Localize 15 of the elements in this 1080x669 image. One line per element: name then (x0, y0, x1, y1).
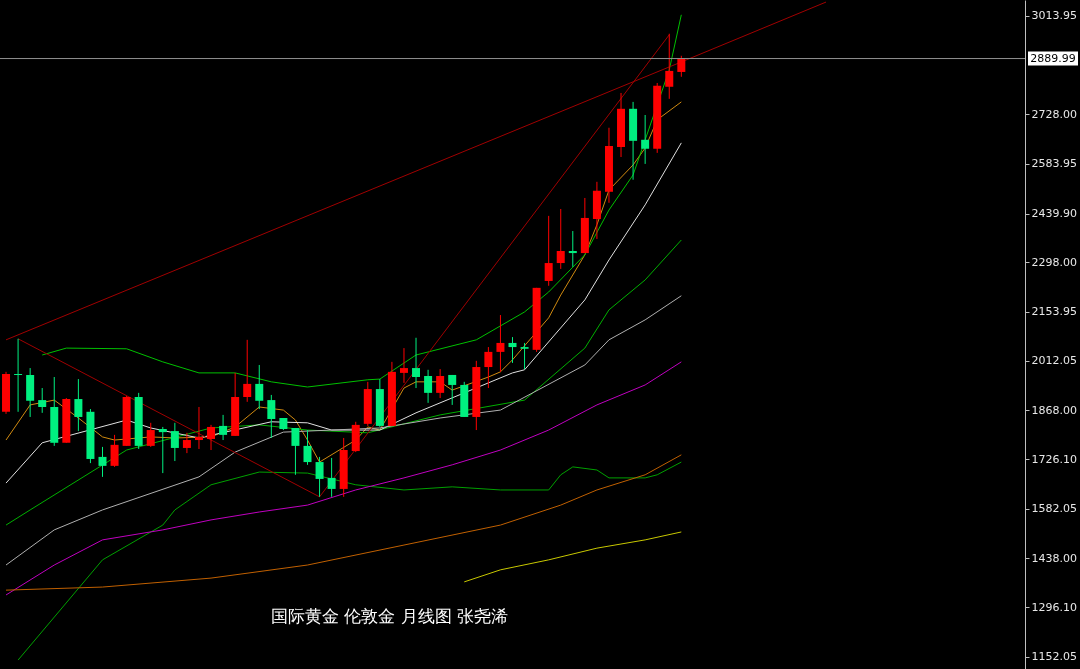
y-tick-label: 2153.95 (1031, 305, 1077, 319)
y-tick-label: 2583.95 (1031, 157, 1077, 171)
y-tick-label: 1868.00 (1031, 403, 1077, 417)
y-tick-label: 3013.95 (1031, 9, 1077, 23)
y-tick-label: 2298.00 (1031, 255, 1077, 269)
annotation: 国际黄金 伦敦金 月线图 张尧浠 (270, 606, 509, 626)
y-tick-label: 2728.00 (1031, 107, 1077, 121)
y-tick-label: 1296.10 (1031, 600, 1077, 614)
y-tick-label: 1582.05 (1031, 502, 1077, 516)
ref-line-label: 2889.99 (1030, 51, 1076, 65)
y-tick-label: 1438.00 (1031, 551, 1077, 565)
y-tick-label: 2439.90 (1031, 207, 1077, 221)
y-tick-label: 2012.05 (1031, 354, 1077, 368)
y-tick-label: 1152.05 (1031, 650, 1077, 664)
y-tick-label: 1726.10 (1031, 452, 1077, 466)
